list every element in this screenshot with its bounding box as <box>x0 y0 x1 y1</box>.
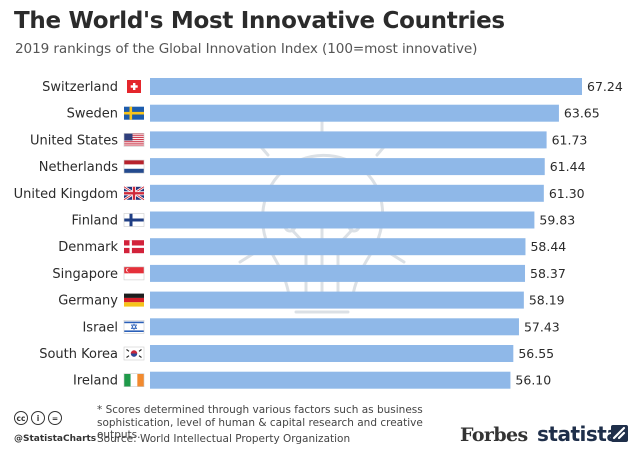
bar-row: Israel 57.43 <box>82 318 560 336</box>
bar <box>150 104 559 122</box>
category-label: United States <box>30 133 118 148</box>
denmark-flag-icon <box>124 240 144 254</box>
category-label: Finland <box>72 214 118 229</box>
category-label: United Kingdom <box>14 187 118 202</box>
bar <box>150 184 544 202</box>
uk-flag-icon <box>123 185 145 201</box>
bar-row: Germany 58.19 <box>58 291 565 309</box>
bar-row: Singapore 58.37 <box>52 264 566 282</box>
category-label: Denmark <box>58 240 118 255</box>
value-label: 57.43 <box>524 319 560 334</box>
bar-row: United States 61.73 <box>30 131 588 149</box>
swiss-flag-icon <box>127 80 141 93</box>
category-label: Germany <box>58 294 118 309</box>
value-label: 63.65 <box>564 106 600 121</box>
category-label: Singapore <box>52 267 118 282</box>
value-label: 56.10 <box>515 373 551 388</box>
footnote: * Scores determined through various fact… <box>97 404 423 441</box>
bar <box>150 211 535 229</box>
bar-chart: Switzerland 67.24 Sweden 63.65 United States… <box>14 78 623 389</box>
value-label: 61.44 <box>550 159 586 174</box>
chart-title: The World's Most Innovative Countries <box>14 8 505 34</box>
south-korea-flag-icon <box>123 346 145 361</box>
bar-row: Switzerland 67.24 <box>42 78 623 95</box>
no-derivatives-icon[interactable]: = <box>48 411 62 425</box>
bar <box>150 291 524 309</box>
category-label: Ireland <box>73 374 118 389</box>
finland-flag-icon <box>123 213 145 227</box>
statista-logo[interactable]: statista <box>537 422 620 446</box>
bar-row: Ireland 56.10 <box>73 371 551 389</box>
bar-row: Netherlands 61.44 <box>39 158 586 176</box>
ireland-flag-icon <box>123 373 145 388</box>
forbes-logo[interactable]: Forbes <box>460 424 528 446</box>
category-label: Switzerland <box>42 80 118 95</box>
bar <box>150 238 526 256</box>
usa-flag-icon <box>123 133 145 147</box>
bar-row: United Kingdom 61.30 <box>14 184 585 202</box>
license-icons: cc i = <box>14 411 62 425</box>
statista-handle[interactable]: @StatistaCharts <box>14 434 97 444</box>
chart-subtitle: 2019 rankings of the Global Innovation I… <box>15 41 478 57</box>
value-label: 61.30 <box>549 186 585 201</box>
value-label: 67.24 <box>587 79 623 94</box>
bar <box>150 78 582 95</box>
bar-row: Sweden 63.65 <box>67 104 600 122</box>
sweden-flag-icon <box>124 106 144 120</box>
bar-row: Finland 59.83 <box>72 211 575 229</box>
value-label: 58.19 <box>529 293 565 308</box>
bar <box>150 158 545 176</box>
category-label: Netherlands <box>39 160 118 175</box>
bar <box>150 345 514 362</box>
statista-mark-icon <box>611 425 628 442</box>
singapore-flag-icon <box>123 266 145 281</box>
bar-row: Denmark 58.44 <box>58 238 566 256</box>
bar <box>150 371 511 389</box>
category-label: Sweden <box>67 107 118 122</box>
source-note: Source: World Intellectual Property Orga… <box>97 433 351 445</box>
bar <box>150 131 547 149</box>
bar <box>150 264 526 282</box>
creative-commons-icon[interactable]: cc <box>14 411 28 425</box>
value-label: 61.73 <box>552 132 588 147</box>
bar <box>150 318 519 336</box>
bar-row: South Korea 56.55 <box>39 345 554 362</box>
value-label: 58.37 <box>530 266 566 281</box>
category-label: Israel <box>82 320 118 335</box>
netherlands-flag-icon <box>123 159 145 174</box>
germany-flag-icon <box>124 293 144 307</box>
category-label: South Korea <box>39 347 118 362</box>
value-label: 58.44 <box>530 239 566 254</box>
value-label: 56.55 <box>518 346 554 361</box>
value-label: 59.83 <box>539 213 575 228</box>
attribution-icon[interactable]: i <box>31 411 45 425</box>
israel-flag-icon <box>123 319 145 334</box>
